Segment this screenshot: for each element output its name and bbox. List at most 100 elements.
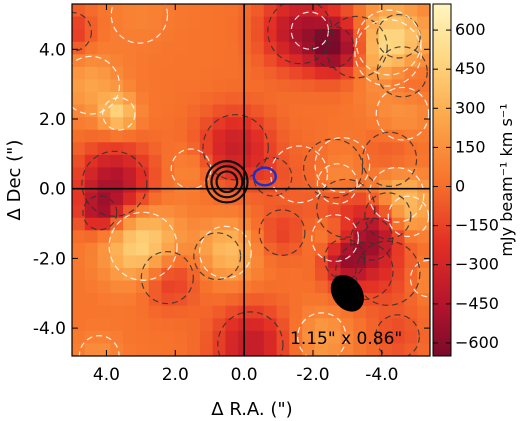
map-pixel (212, 217, 227, 231)
map-pixel (251, 293, 265, 307)
map-pixel (251, 330, 265, 345)
noise-contour (409, 259, 430, 298)
map-pixel (353, 4, 367, 18)
map-pixel (97, 4, 111, 18)
map-pixel (366, 117, 380, 131)
noise-contour (217, 311, 284, 356)
map-pixel (148, 167, 163, 181)
map-pixel (187, 16, 201, 30)
map-pixel (174, 16, 188, 30)
map-pixel (97, 154, 111, 169)
map-pixel (378, 154, 393, 169)
x-tick-label: 0.0 (231, 365, 258, 385)
noise-contour (72, 55, 121, 115)
map-pixel (84, 117, 99, 131)
map-pixel (174, 54, 188, 68)
map-pixel (212, 242, 227, 257)
map-pixel (174, 142, 188, 156)
map-pixel (187, 205, 201, 219)
map-pixel (199, 92, 214, 106)
map-pixel (366, 104, 380, 118)
map-pixel (174, 154, 188, 169)
map-pixel (135, 142, 150, 156)
map-pixel (276, 305, 290, 319)
map-pixel (340, 167, 354, 181)
map-pixel (225, 92, 239, 106)
map-pixel (148, 280, 163, 294)
map-pixel (174, 79, 188, 93)
map-pixel (302, 255, 316, 269)
map-pixel (225, 66, 239, 81)
map-pixel (97, 343, 111, 356)
map-pixel (123, 255, 137, 269)
map-pixel (353, 318, 367, 332)
map-pixel (72, 230, 86, 244)
map-pixel (123, 66, 137, 81)
map-pixel (199, 255, 214, 269)
map-pixel (135, 54, 150, 68)
map-pixel (148, 242, 163, 257)
map-pixel (276, 268, 290, 282)
noise-contour (361, 131, 418, 187)
map-pixel (417, 217, 430, 231)
map-pixel (135, 29, 150, 43)
map-pixel (302, 242, 316, 257)
map-pixel (84, 268, 99, 282)
map-pixel (135, 268, 150, 282)
map-pixel (302, 305, 316, 319)
map-pixel (110, 41, 124, 55)
map-pixel (174, 268, 188, 282)
map-pixel (366, 29, 380, 43)
map-pixel (417, 343, 430, 356)
map-pixel (314, 104, 329, 118)
colorbar-ticks: 600 450 300 150 0 −150 −300 −450 −600 (433, 20, 499, 352)
y-tick-label: 0.0 (39, 180, 66, 200)
map-pixel (174, 192, 188, 206)
map-pixel (340, 217, 354, 231)
map-pixel (366, 41, 380, 55)
map-pixel (187, 66, 201, 81)
map-pixel (302, 29, 316, 43)
map-pixel (97, 29, 111, 43)
map-pixel (251, 4, 265, 18)
map-pixel (110, 293, 124, 307)
y-axis-ticks: 4.0 2.0 0.0 -2.0 -4.0 (33, 40, 430, 339)
colorbar-tick-label: 450 (455, 59, 486, 78)
map-pixel (135, 318, 150, 332)
map-pixel (174, 92, 188, 106)
noise-contour (376, 46, 428, 98)
map-pixel (97, 242, 111, 257)
map-pixel (302, 66, 316, 81)
map-pixel (378, 92, 393, 106)
map-pixel (225, 255, 239, 269)
map-pixel (391, 29, 406, 43)
map-pixel (187, 167, 201, 181)
map-pixel (72, 4, 86, 18)
map-pixel (110, 255, 124, 269)
map-pixel (340, 205, 354, 219)
source-contours (205, 159, 277, 204)
map-pixel (123, 79, 137, 93)
map-pixel (84, 79, 99, 93)
map-pixel (199, 192, 214, 206)
colorbar-label: mJy beam⁻¹ km s⁻¹ (497, 103, 516, 256)
map-pixel (340, 129, 354, 143)
map-pixel (161, 16, 175, 30)
map-pixel (404, 343, 418, 356)
map-pixel (174, 242, 188, 257)
map-pixel (391, 242, 406, 257)
map-pixel (263, 66, 278, 81)
map-pixel (187, 129, 201, 143)
map-pixel (404, 230, 418, 244)
map-pixel (110, 117, 124, 131)
map-pixel (289, 104, 303, 118)
map-pixel (391, 54, 406, 68)
map-pixel (340, 41, 354, 55)
map-pixel (263, 255, 278, 269)
map-pixel (123, 167, 137, 181)
map-pixel (340, 117, 354, 131)
x-tick-label: 2.0 (162, 365, 189, 385)
map-pixel (378, 41, 393, 55)
map-pixel (97, 54, 111, 68)
